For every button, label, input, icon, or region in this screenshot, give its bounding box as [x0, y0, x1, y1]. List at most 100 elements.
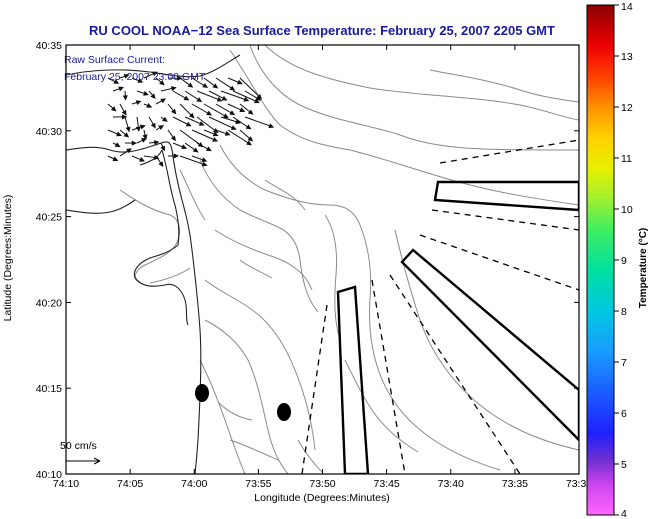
colorbar-tick-label: 12 — [621, 102, 633, 114]
current-vector-head — [216, 96, 223, 102]
y-axis-ticks: 40:35 40:30 40:25 40:20 40:15 40:10 — [36, 40, 579, 481]
current-vector-head — [131, 140, 138, 146]
current-vector-head — [177, 75, 183, 81]
x-tick-label: 74:05 — [117, 478, 143, 490]
map-plot-area — [66, 45, 579, 474]
current-vector-head — [196, 97, 203, 103]
survey-transect-boxes — [336, 180, 579, 474]
current-scale-label: 50 cm/s — [60, 440, 97, 452]
current-vector — [191, 129, 218, 142]
current-vector-head — [159, 80, 165, 86]
current-vector-head — [137, 78, 144, 83]
current-vector-head — [230, 125, 237, 130]
current-vector-head — [173, 153, 180, 159]
current-vector-head — [116, 131, 122, 137]
current-scale-arrow — [66, 457, 101, 465]
current-vector-head — [141, 138, 147, 143]
current-vector-head — [123, 73, 130, 79]
colorbar-tick-label: 10 — [621, 204, 633, 216]
surface-current-vectors — [107, 71, 275, 167]
current-vector — [227, 129, 252, 146]
current-vector-head — [139, 124, 146, 130]
current-vector-head — [206, 110, 213, 116]
current-vector-head — [139, 157, 145, 162]
sampling-range-lines — [301, 139, 579, 474]
current-vector — [244, 116, 274, 128]
y-axis-label: Latitude (Degrees:Minutes) — [2, 195, 14, 322]
colorbar-tick-label: 5 — [621, 459, 627, 471]
current-vector-head — [142, 134, 148, 141]
current-vector — [232, 90, 259, 103]
current-vector-head — [221, 95, 228, 101]
current-vector — [220, 90, 249, 102]
current-vector-head — [224, 131, 231, 136]
colorbar-tick-label: 4 — [621, 508, 627, 519]
current-vector-head — [253, 98, 260, 104]
current-vector-head — [185, 121, 192, 127]
current-vector-head — [112, 156, 119, 162]
current-vector-head — [160, 145, 165, 152]
current-vector-head — [222, 113, 229, 119]
colorbar-tick-label: 7 — [621, 357, 627, 369]
colorbar-label: Temperature (°C) — [638, 228, 649, 309]
current-vector-head — [247, 136, 254, 142]
current-vector-head — [171, 108, 177, 115]
x-tick-label: 73:45 — [373, 478, 399, 490]
current-vector-head — [122, 114, 128, 120]
current-vector-head — [110, 106, 117, 112]
current-vector-head — [154, 139, 160, 146]
current-vector-head — [151, 71, 158, 77]
current-vector-head — [170, 135, 176, 142]
current-vector-head — [246, 140, 252, 146]
hf-radar-site-marker — [195, 384, 209, 402]
bathymetry-contours — [119, 45, 579, 474]
colorbar-tick-label: 6 — [621, 408, 627, 420]
x-tick-label: 74:10 — [53, 478, 79, 490]
current-vector — [239, 77, 262, 99]
coastline — [66, 54, 241, 474]
current-vector-head — [192, 147, 199, 153]
current-vector-head — [114, 142, 121, 148]
current-vector-head — [146, 103, 153, 108]
current-vector — [208, 116, 236, 130]
x-tick-label: 73:35 — [502, 478, 528, 490]
current-vector-head — [245, 124, 252, 130]
current-vector-head — [126, 148, 132, 154]
current-vector-head — [205, 146, 212, 152]
current-vector-head — [158, 125, 165, 131]
current-vector-head — [162, 116, 168, 122]
current-vector — [203, 103, 229, 119]
current-vector-head — [121, 109, 127, 116]
current-vector-head — [201, 161, 208, 167]
current-vector-head — [123, 132, 130, 138]
current-vector-head — [113, 79, 120, 84]
y-tick-label: 40:25 — [36, 212, 62, 224]
x-tick-label: 74:00 — [181, 478, 207, 490]
current-vector — [196, 90, 222, 102]
colorbar-tick-label: 11 — [621, 153, 632, 165]
current-vector-head — [243, 96, 250, 102]
colorbar-tick-label: 14 — [621, 1, 633, 13]
x-axis-ticks: 74:10 74:05 74:00 73:55 73:50 73:45 73:40 73:35… — [53, 45, 592, 490]
current-vector-head — [247, 109, 254, 115]
current-vector-head — [187, 82, 194, 88]
current-vector-head — [212, 83, 219, 89]
current-vector-head — [255, 95, 262, 101]
current-vector-head — [236, 79, 243, 85]
current-vector-head — [201, 157, 208, 163]
y-tick-label: 40:20 — [36, 297, 62, 309]
current-vector — [179, 155, 207, 166]
y-tick-label: 40:35 — [36, 40, 62, 52]
x-tick-label: 73:40 — [438, 478, 464, 490]
y-tick-label: 40:30 — [36, 126, 62, 138]
colorbar-tick-label: 8 — [621, 306, 627, 318]
current-vector-head — [198, 121, 205, 126]
current-vector-head — [160, 98, 167, 104]
current-vector-head — [118, 86, 125, 92]
map-title: RU COOL NOAA−12 Sea Surface Temperature:… — [89, 23, 555, 38]
current-vector-head — [188, 112, 195, 119]
y-tick-label: 40:10 — [36, 469, 62, 481]
colorbar-tick-label: 9 — [621, 255, 627, 267]
x-tick-label: 73:30 — [566, 478, 592, 490]
current-label-line1: Raw Surface Current: — [64, 54, 165, 66]
